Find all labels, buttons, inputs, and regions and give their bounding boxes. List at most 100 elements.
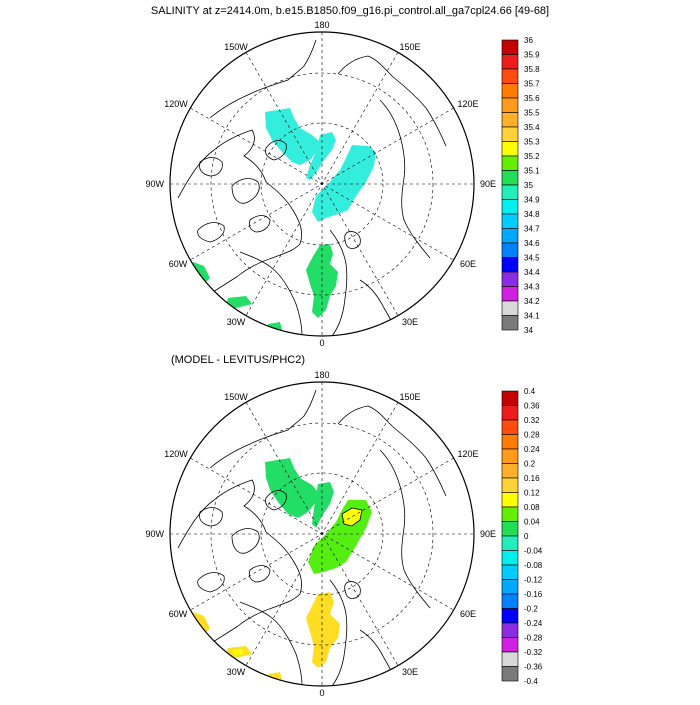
colorbar-label: 35 [524, 181, 533, 190]
colorbar-label: 0.4 [524, 387, 536, 396]
colorbar-swatch [501, 300, 519, 316]
colorbar-swatch [501, 593, 519, 609]
lon-label: 30W [227, 667, 246, 677]
colorbar-label: 34.1 [524, 312, 540, 321]
bottom-lon-labels: 180 0 90W 90E 150W 120W 150E 120E 60W 30… [145, 370, 496, 698]
lon-label: 60E [460, 609, 476, 619]
colorbar-label: 0.16 [524, 474, 540, 483]
lon-label: 120W [164, 449, 188, 459]
colorbar-label: 0.32 [524, 416, 540, 425]
lon-label: 120W [164, 99, 188, 109]
colorbar-label: -0.04 [524, 547, 543, 556]
colorbar-label: 34.4 [524, 268, 540, 277]
bottom-green-region-2 [312, 482, 334, 528]
colorbar-label: 35.3 [524, 138, 540, 147]
lon-label: 90W [145, 529, 164, 539]
lon-label: 90E [480, 179, 496, 189]
colorbar-swatch [501, 434, 519, 450]
lon-label: 0 [319, 688, 324, 698]
colorbar-swatch [501, 54, 519, 70]
lon-label: 120E [457, 449, 478, 459]
colorbar-swatch [501, 448, 519, 464]
bottom-green-region-1 [265, 458, 318, 518]
diff-title: (MODEL - LEVITUS/PHC2) [171, 354, 305, 366]
top-green-region-3 [226, 296, 252, 308]
lon-label: 120E [457, 99, 478, 109]
colorbar-label: 34.6 [524, 239, 540, 248]
colorbar-swatch [501, 170, 519, 186]
top-map-border [169, 31, 475, 337]
colorbar-swatch [501, 492, 519, 508]
colorbar-swatch [501, 550, 519, 566]
colorbar-label: -0.12 [524, 576, 543, 585]
lon-label: 30E [402, 667, 418, 677]
colorbar-label: 0.08 [524, 503, 540, 512]
bottom-map-border [169, 381, 475, 687]
lon-label: 150E [399, 42, 420, 52]
bottom-coastlines [177, 389, 447, 686]
lon-label: 0 [319, 338, 324, 348]
bottom-yellow-region-1 [306, 592, 340, 668]
colorbar-swatch [501, 97, 519, 113]
colorbar-swatch [501, 39, 519, 55]
colorbar-label: 34.3 [524, 283, 540, 292]
colorbar-label: 35.6 [524, 94, 540, 103]
lon-label: 180 [314, 20, 329, 30]
colorbar-label: 0.24 [524, 445, 540, 454]
lon-label: 150E [399, 392, 420, 402]
colorbar-swatch [501, 405, 519, 421]
colorbar-label: -0.08 [524, 561, 543, 570]
bottom-bright-yellow-region [342, 508, 362, 526]
colorbar-swatch [501, 257, 519, 273]
colorbar-label: 0.28 [524, 431, 540, 440]
colorbar-swatch [501, 477, 519, 493]
colorbar-label: 35.8 [524, 65, 540, 74]
lon-label: 60W [169, 259, 188, 269]
top-colorbar: 36 35.9 35.8 35.7 35.6 35.5 35.4 35.3 35.2 35.1 35… [501, 36, 540, 335]
colorbar-swatch [501, 608, 519, 624]
top-cyan-region-1 [265, 108, 320, 165]
colorbar-swatch [501, 83, 519, 99]
colorbar-swatch [501, 184, 519, 200]
colorbar-swatch [501, 579, 519, 595]
bottom-bright-yellow-patch [232, 649, 244, 655]
colorbar-swatch [501, 126, 519, 142]
top-cyan-region-2 [306, 132, 336, 180]
colorbar-label: 0 [524, 532, 529, 541]
colorbar-swatch [501, 651, 519, 667]
top-lon-labels: 180 0 90W 90E 150W 120W 150E 120E 60W 30… [145, 20, 496, 348]
colorbar-label: -0.32 [524, 648, 543, 657]
colorbar-swatch [501, 506, 519, 522]
colorbar-label: -0.16 [524, 590, 543, 599]
colorbar-label: 34.8 [524, 210, 540, 219]
colorbar-swatch [501, 535, 519, 551]
colorbar-label: 35.2 [524, 152, 540, 161]
colorbar-swatch [501, 390, 519, 406]
colorbar-swatch [501, 622, 519, 638]
bottom-graticule [170, 382, 474, 686]
colorbar-swatch [501, 141, 519, 157]
colorbar-swatch [501, 68, 519, 84]
colorbar-label: 35.5 [524, 109, 540, 118]
colorbar-label: 34.7 [524, 225, 540, 234]
colorbar-swatch [501, 463, 519, 479]
top-map: 180 0 90W 90E 150W 120W 150E 120E 60W 30… [145, 20, 496, 348]
lon-label: 60W [169, 609, 188, 619]
colorbar-swatch [501, 286, 519, 302]
colorbar-label: 34.9 [524, 196, 540, 205]
colorbar-label: -0.2 [524, 605, 538, 614]
colorbar-label: 34 [524, 326, 533, 335]
colorbar-swatch [501, 666, 519, 682]
colorbar-label: 0.12 [524, 489, 540, 498]
lon-label: 60E [460, 259, 476, 269]
colorbar-swatch [501, 315, 519, 331]
colorbar-swatch [501, 419, 519, 435]
lon-label: 180 [314, 370, 329, 380]
colorbar-swatch [501, 155, 519, 171]
colorbar-label: 35.7 [524, 80, 540, 89]
lon-label: 150W [224, 42, 248, 52]
colorbar-swatch [501, 213, 519, 229]
top-graticule [170, 32, 474, 336]
